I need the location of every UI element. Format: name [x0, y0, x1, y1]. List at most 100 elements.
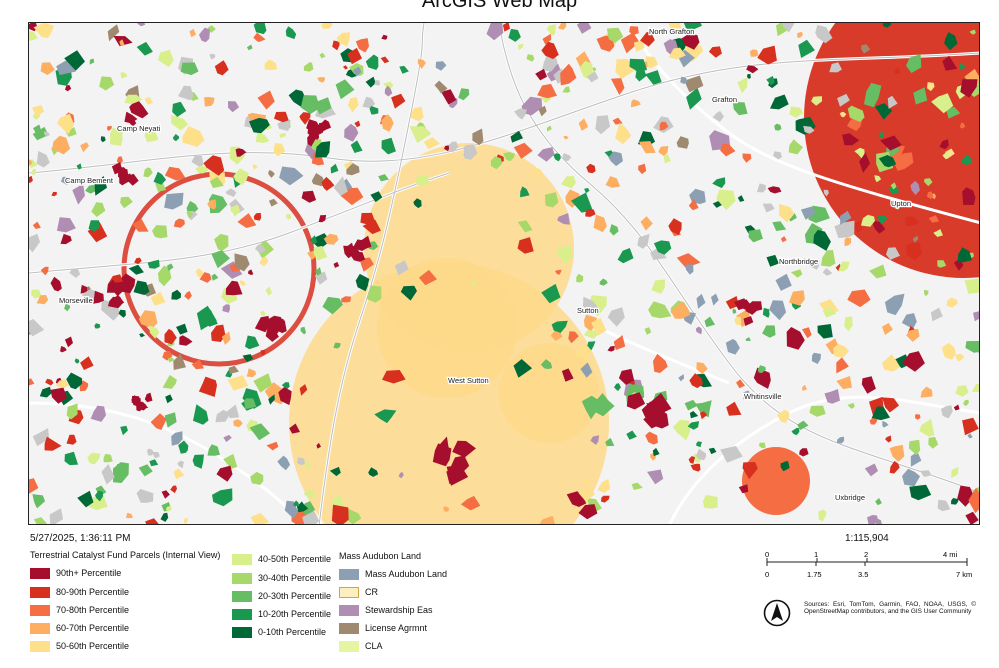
- parcel: [191, 155, 204, 168]
- parcel: [415, 174, 430, 187]
- parcel: [633, 40, 645, 52]
- parcel: [786, 327, 805, 350]
- parcel: [60, 346, 67, 353]
- parcel: [964, 278, 979, 294]
- parcel: [696, 441, 702, 448]
- parcel: [296, 501, 309, 513]
- parcel: [252, 164, 258, 170]
- parcel: [44, 131, 50, 137]
- parcel: [299, 384, 308, 396]
- parcel: [537, 83, 557, 99]
- parcel: [176, 323, 188, 335]
- parcel: [74, 358, 80, 364]
- parcel: [80, 284, 88, 294]
- parcel: [164, 328, 177, 345]
- parcel: [65, 127, 77, 137]
- parcel: [198, 376, 217, 397]
- parcel: [906, 54, 922, 73]
- legend-label: 50-60th Percentile: [56, 641, 130, 651]
- place-label-west-sutton: West Sutton: [448, 376, 489, 385]
- parcel: [520, 186, 530, 198]
- parcel: [165, 394, 173, 404]
- parcel: [239, 280, 246, 287]
- parcel: [748, 229, 763, 243]
- parcel: [847, 289, 871, 308]
- parcel: [124, 111, 138, 124]
- parcel: [125, 512, 133, 519]
- parcel: [180, 62, 199, 76]
- map-view[interactable]: North Grafton Grafton Camp Neyati Camp B…: [28, 22, 980, 525]
- parcel: [167, 357, 175, 363]
- scale-mi-tick: 1: [814, 550, 818, 559]
- parcel: [886, 247, 900, 260]
- parcel: [309, 233, 331, 249]
- parcel: [704, 316, 716, 328]
- parcel: [606, 27, 624, 43]
- parcel: [712, 177, 726, 189]
- parcel: [332, 40, 340, 51]
- parcel: [369, 106, 379, 115]
- parcel: [207, 25, 216, 33]
- parcel: [374, 409, 397, 424]
- parcel: [607, 307, 625, 327]
- parcel: [716, 189, 736, 211]
- parcel: [844, 316, 853, 332]
- parcel: [378, 174, 389, 182]
- parcel: [394, 260, 409, 276]
- parcel: [164, 412, 177, 428]
- parcel: [273, 143, 286, 157]
- parcel: [822, 306, 837, 318]
- parcel: [77, 490, 94, 508]
- legend-label: 40-50th Percentile: [258, 554, 332, 564]
- parcel: [133, 280, 150, 295]
- parcel: [319, 52, 326, 59]
- parcel: [199, 272, 212, 283]
- parcel: [753, 367, 771, 389]
- parcel: [189, 28, 196, 38]
- parcel: [93, 290, 104, 304]
- parcel: [959, 63, 967, 70]
- legend-label: Mass Audubon Land: [365, 569, 448, 579]
- parcel: [931, 93, 954, 114]
- parcel: [663, 153, 671, 164]
- parcel: [878, 215, 888, 225]
- parcel: [802, 327, 812, 339]
- parcel: [757, 365, 766, 374]
- parcel: [191, 359, 204, 370]
- place-label-whitinsville: Whitinsville: [744, 392, 782, 401]
- parcel: [549, 28, 556, 36]
- parcel: [503, 152, 516, 162]
- parcel: [31, 168, 37, 176]
- parcel: [813, 229, 831, 251]
- parcel: [398, 471, 404, 479]
- parcel: [756, 183, 766, 193]
- parcel: [874, 175, 882, 183]
- parcel: [582, 478, 591, 485]
- parcel: [343, 65, 348, 70]
- parcel: [769, 300, 787, 321]
- parcel: [626, 392, 646, 410]
- parcel: [265, 327, 279, 342]
- legend-label: 60-70th Percentile: [56, 623, 130, 633]
- parcel: [561, 176, 576, 189]
- parcel: [242, 354, 254, 362]
- map-canvas[interactable]: North Grafton Grafton Camp Neyati Camp B…: [29, 23, 980, 525]
- parcel: [150, 291, 166, 306]
- parcel: [470, 281, 477, 286]
- parcel: [517, 43, 524, 50]
- legend-item: Stewardship Eas: [339, 603, 433, 617]
- parcel: [759, 442, 766, 449]
- parcel: [762, 203, 775, 213]
- parcel: [225, 404, 240, 419]
- parcel: [153, 171, 167, 185]
- parcel: [902, 351, 925, 372]
- legend-label: CR: [365, 587, 378, 597]
- legend-item: 20-30th Percentile: [232, 589, 331, 603]
- parcel: [502, 23, 510, 32]
- parcel: [214, 233, 229, 251]
- legend-swatch: [30, 567, 50, 579]
- parcel: [368, 241, 379, 250]
- parcel: [965, 341, 979, 353]
- parcel: [888, 185, 900, 195]
- parcel: [323, 233, 339, 245]
